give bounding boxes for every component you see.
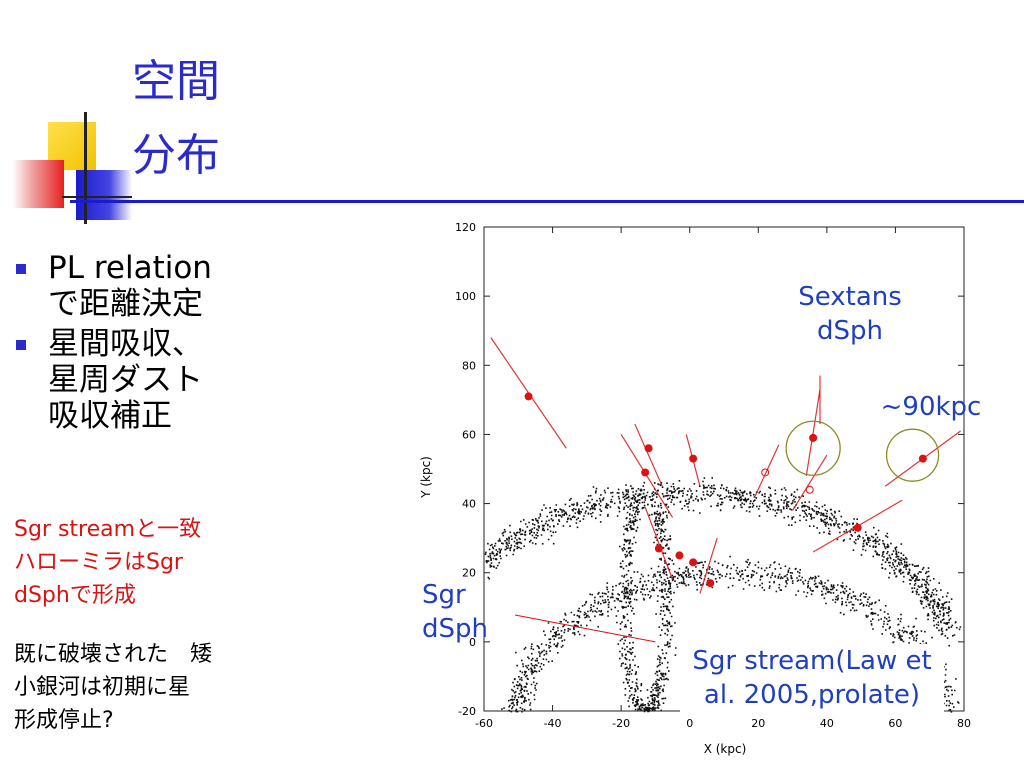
data-point (809, 433, 818, 442)
bullet-marker (16, 264, 26, 274)
bullet-marker (16, 340, 26, 350)
sextans-label: Sextans (798, 282, 902, 312)
y-tick-label: 20 (462, 567, 476, 580)
data-point (706, 579, 715, 588)
red-note: Sgr streamと一致 ハローミラはSgr dSphで形成 (14, 513, 274, 612)
bullet-item: PL relation で距離決定 (16, 250, 276, 322)
x-tick-label: 0 (686, 717, 693, 730)
sgr-dsph-label: dSph (422, 614, 488, 644)
black-note-line: 小銀河は初期に星 (14, 675, 191, 700)
bullet-text: 星周ダスト (48, 362, 203, 398)
open-data-point (761, 468, 770, 477)
slide-title-line2: 分布 (132, 130, 220, 181)
error-bar (792, 454, 828, 511)
sextans-highlight-circle (785, 420, 841, 476)
y-tick-label: 60 (462, 428, 476, 441)
black-note-line: 形成停止? (14, 708, 114, 733)
distant-highlight-circle (885, 428, 940, 482)
data-point (689, 454, 698, 463)
data-point (654, 544, 663, 553)
sgr-stream-label: Sgr stream(Law et (692, 646, 932, 676)
data-point (641, 468, 650, 477)
logo-vertical-rule (84, 112, 87, 224)
bullet-text: 星間吸収、 (48, 326, 203, 362)
data-point (524, 392, 533, 401)
x-tick-label: 60 (888, 717, 902, 730)
bullet-text: PL relation (48, 250, 212, 286)
data-point (853, 523, 862, 532)
x-tick-label: -60 (475, 717, 493, 730)
bullet-item: 星間吸収、 星周ダスト 吸収補正 (16, 326, 276, 434)
stream-particles (484, 477, 962, 713)
sextans-callout: Sextans dSph (790, 280, 910, 348)
error-bar (699, 537, 718, 594)
data-point (644, 444, 653, 453)
error-bar (754, 444, 780, 497)
sgr-stream-callout: Sgr stream(Law et al. 2005,prolate) (680, 644, 944, 712)
bullet-text: 吸収補正 (48, 398, 172, 434)
y-tick-label: 100 (455, 290, 476, 303)
x-tick-label: 80 (957, 717, 971, 730)
black-note-line: 既に破壊された 矮 (14, 642, 213, 667)
x-tick-label: -20 (612, 717, 630, 730)
red-note-line: Sgr streamと一致 (14, 517, 202, 542)
corner-logo (12, 112, 132, 224)
data-point (689, 558, 698, 567)
data-marks (490, 337, 961, 643)
y-axis-label: Y (kpc) (419, 456, 433, 499)
red-note-line: ハローミラはSgr (14, 550, 183, 575)
y-tick-label: -20 (458, 705, 476, 718)
sgr-dsph-label: Sgr (422, 580, 466, 610)
sgr-dsph-pointer-line (514, 614, 656, 643)
y-tick-label: 40 (462, 498, 476, 511)
black-note: 既に破壊された 矮 小銀河は初期に星 形成停止? (14, 638, 279, 737)
y-tick-label: 0 (469, 636, 476, 649)
bullet-list: PL relation で距離決定 星間吸収、 星周ダスト 吸収補正 (16, 250, 276, 438)
sgr-dsph-callout: Sgr dSph (422, 578, 492, 646)
error-bar (644, 506, 674, 580)
bullet-text: で距離決定 (48, 286, 203, 322)
error-bar (634, 423, 663, 487)
open-data-point (805, 485, 814, 494)
data-point (918, 454, 927, 463)
distance-callout: ~90kpc (880, 392, 982, 422)
x-axis-label: X (kpc) (704, 742, 747, 756)
data-point (675, 551, 684, 560)
error-bar (805, 389, 821, 477)
slide-title-line1: 空間 (132, 56, 220, 107)
x-tick-label: 20 (751, 717, 765, 730)
tick-labels: -60 -40 -20 0 20 40 60 80 -20 0 20 40 60 80 100 120 (455, 221, 971, 730)
title-underline (70, 200, 1024, 203)
x-tick-label: -40 (544, 717, 562, 730)
sgr-stream-label: al. 2005,prolate) (703, 680, 921, 710)
x-tick-label: 40 (820, 717, 834, 730)
red-note-line: dSphで形成 (14, 583, 136, 608)
logo-red-square (12, 160, 64, 208)
logo-horizontal-rule (62, 196, 132, 198)
y-tick-label: 120 (455, 221, 476, 234)
y-tick-label: 80 (462, 359, 476, 372)
sextans-label: dSph (817, 316, 883, 346)
sgr-stream-particles (484, 477, 962, 713)
